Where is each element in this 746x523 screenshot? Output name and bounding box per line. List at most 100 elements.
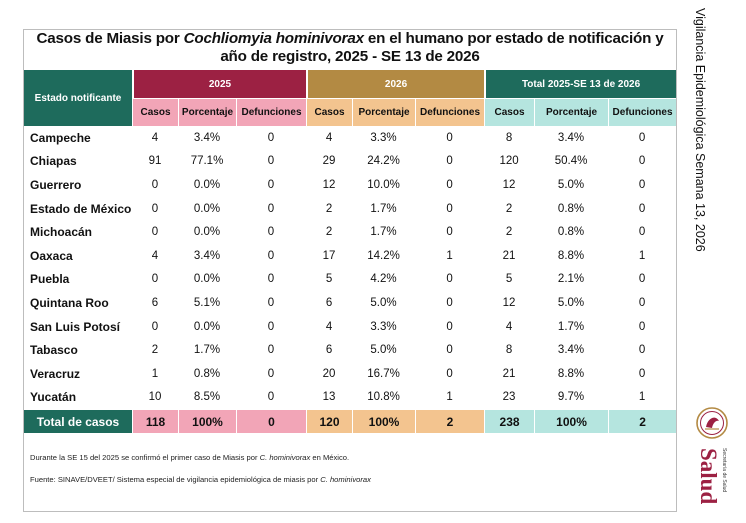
table-cell: 0 xyxy=(638,344,646,357)
table-cell: 6 xyxy=(325,296,333,309)
table-cell: 29 xyxy=(322,155,336,168)
state-name: Chiapas xyxy=(30,154,77,169)
state-name: Guerrero xyxy=(30,177,82,192)
table-cell: 0 xyxy=(638,367,646,380)
total-cell: 2 xyxy=(608,409,677,434)
table-cell: 0 xyxy=(267,226,275,239)
table-cell: 50.4% xyxy=(554,155,588,168)
table-cell: 2 xyxy=(325,202,333,215)
table-cell: 4 xyxy=(325,320,333,333)
table-cell: 0 xyxy=(267,155,275,168)
table-row: Puebla 0 0.0% 0 5 4.2% 0 5 2.1% 0 xyxy=(24,268,676,292)
table-cell: 0.0% xyxy=(193,202,221,215)
total-cell: 100% xyxy=(178,409,236,434)
total-cell: 120 xyxy=(306,409,353,434)
table-cell: 1 xyxy=(151,367,159,380)
subheader-percent-total: Porcentaje xyxy=(534,98,609,126)
table-cell: 0 xyxy=(267,273,275,286)
table-cell: 1.7% xyxy=(557,320,585,333)
table-row: Tabasco 2 1.7% 0 6 5.0% 0 8 3.4% 0 xyxy=(24,338,676,362)
table-cell: 14.2% xyxy=(367,249,400,262)
table-cell: 0 xyxy=(446,155,453,168)
table-cell: 9.7% xyxy=(557,391,585,404)
group-header-2026: 2026 xyxy=(306,70,485,98)
table-cell: 0 xyxy=(638,320,646,333)
state-name: Estado de México xyxy=(30,201,132,216)
table-cell: 12 xyxy=(322,178,336,191)
table-cell: 6 xyxy=(151,296,159,309)
table-cell: 16.7% xyxy=(367,367,400,380)
table-cell: 0 xyxy=(267,391,275,404)
total-row: Total de casos 118 100% 0 120 100% 2 238… xyxy=(24,409,677,434)
table-body: Campeche 4 3.4% 0 4 3.3% 0 8 3.4% 0 Chiapas 91 77.1%… xyxy=(24,126,676,409)
table-cell: 0 xyxy=(267,131,275,144)
subheader-percent-2026: Porcentaje xyxy=(352,98,416,126)
table-cell: 0 xyxy=(446,296,453,309)
table-cell: 3.4% xyxy=(193,131,221,144)
title-species: Cochliomyia hominivorax xyxy=(183,30,364,47)
table-cell: 6 xyxy=(325,344,333,357)
total-label: Total de casos xyxy=(24,409,132,434)
table-cell: 8 xyxy=(505,344,513,357)
table-row: Veracruz 1 0.8% 0 20 16.7% 0 21 8.8% 0 xyxy=(24,362,676,386)
total-cell: 0 xyxy=(236,409,307,434)
table-cell: 1 xyxy=(638,391,646,404)
table-cell: 3.4% xyxy=(557,131,585,144)
table-cell: 8.8% xyxy=(557,367,585,380)
table-cell: 24.2% xyxy=(367,155,400,168)
table-cell: 0 xyxy=(638,131,646,144)
table-cell: 0 xyxy=(446,131,453,144)
table-cell: 0 xyxy=(446,273,453,286)
table-cell: 0.8% xyxy=(193,367,221,380)
emblem-icon xyxy=(696,407,728,439)
state-name: Yucatán xyxy=(30,390,77,405)
subheader-cases-2026: Casos xyxy=(306,98,353,126)
state-name: Michoacán xyxy=(30,225,93,240)
table-row: Yucatán 10 8.5% 0 13 10.8% 1 23 9.7% 1 xyxy=(24,386,676,410)
table-row: San Luis Potosí 0 0.0% 0 4 3.3% 0 4 1.7% 0 xyxy=(24,315,676,339)
state-name: Quintana Roo xyxy=(30,295,109,310)
table-cell: 0.0% xyxy=(193,178,221,191)
table-cell: 0 xyxy=(267,320,275,333)
state-name: Oaxaca xyxy=(30,248,73,263)
table-cell: 10.0% xyxy=(367,178,400,191)
subheader-cases-2025: Casos xyxy=(132,98,178,126)
table-cell: 0 xyxy=(446,367,453,380)
table-cell: 1 xyxy=(446,391,453,404)
salud-logo: Salud Secretaría de Salud xyxy=(689,404,735,512)
table-cell: 0 xyxy=(638,202,646,215)
table-cell: 3.4% xyxy=(193,249,221,262)
table-cell: 0 xyxy=(638,178,646,191)
table-cell: 0.0% xyxy=(193,320,221,333)
table-cell: 20 xyxy=(322,367,336,380)
table-cell: 3.3% xyxy=(370,131,397,144)
table-cell: 0 xyxy=(638,296,646,309)
table-cell: 0 xyxy=(638,155,646,168)
table-cell: 3.4% xyxy=(557,344,585,357)
subheader-cases-total: Casos xyxy=(484,98,535,126)
cases-table: Estado notificante 2025 2026 Total 2025-… xyxy=(24,70,677,434)
side-label: Vigilancia Epidemiológica Semana 13, 202… xyxy=(687,8,727,338)
table-cell: 23 xyxy=(502,391,516,404)
table-cell: 4 xyxy=(505,320,513,333)
state-name: Campeche xyxy=(30,130,91,145)
total-cell: 100% xyxy=(534,409,609,434)
table-cell: 0 xyxy=(446,320,453,333)
table-cell: 0 xyxy=(151,226,159,239)
table-cell: 0 xyxy=(446,178,453,191)
table-cell: 4 xyxy=(151,131,159,144)
table-cell: 17 xyxy=(322,249,336,262)
table-cell: 5.1% xyxy=(193,296,221,309)
table-cell: 0 xyxy=(151,178,159,191)
table-cell: 3.3% xyxy=(370,320,397,333)
state-name: San Luis Potosí xyxy=(30,319,121,334)
state-name: Puebla xyxy=(30,272,70,287)
table-cell: 120 xyxy=(499,155,519,168)
table-cell: 13 xyxy=(322,391,336,404)
table-cell: 2 xyxy=(325,226,333,239)
logo-subtitle: Secretaría de Salud xyxy=(721,448,727,492)
total-cell: 238 xyxy=(484,409,535,434)
total-cell: 2 xyxy=(415,409,485,434)
table-cell: 91 xyxy=(148,155,162,168)
table-cell: 1 xyxy=(446,249,453,262)
